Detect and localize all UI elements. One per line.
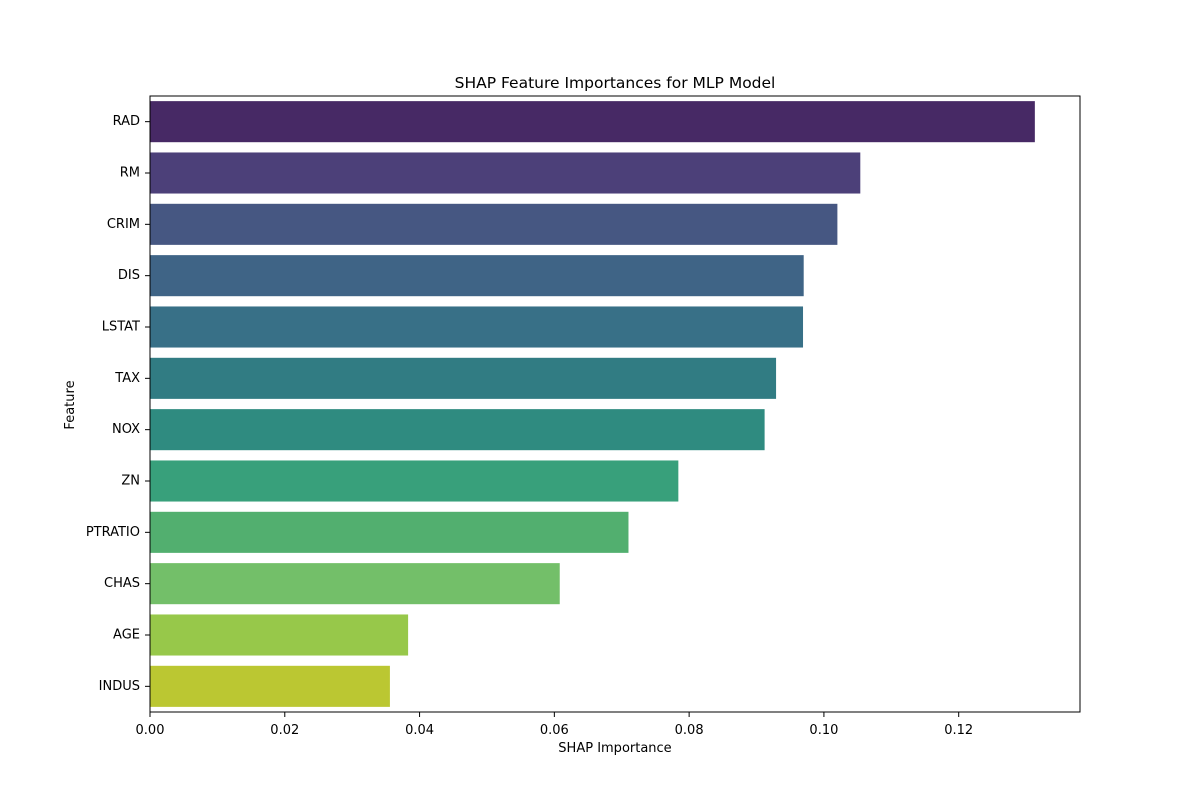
x-axis-ticks: 0.00 0.02 0.04 0.06 0.08 0.10 0.12	[136, 712, 973, 738]
bars-layer	[150, 101, 1035, 707]
x-axis-title: SHAP Importance	[558, 741, 671, 756]
bar-chas	[150, 563, 560, 605]
x-tick-label: 0.08	[675, 723, 704, 738]
y-tick-label: CHAS	[104, 576, 140, 591]
bar-rad	[150, 101, 1035, 143]
x-tick-label: 0.12	[944, 723, 973, 738]
y-tick-label: INDUS	[99, 679, 140, 694]
x-tick-label: 0.00	[136, 723, 165, 738]
y-tick-label: RM	[120, 166, 140, 181]
y-tick-label: NOX	[112, 422, 140, 437]
x-tick-label: 0.06	[540, 723, 569, 738]
y-tick-label: DIS	[118, 268, 140, 283]
x-tick-label: 0.10	[809, 723, 838, 738]
y-tick-label: LSTAT	[102, 320, 140, 335]
bar-tax	[150, 357, 777, 399]
bar-dis	[150, 255, 804, 297]
bar-lstat	[150, 306, 804, 348]
bar-indus	[150, 665, 390, 707]
y-axis-title: Feature	[63, 380, 78, 429]
bar-zn	[150, 460, 679, 502]
y-tick-label: PTRATIO	[86, 525, 140, 540]
chart-title: SHAP Feature Importances for MLP Model	[455, 74, 776, 92]
y-tick-label: TAX	[114, 371, 140, 386]
bar-nox	[150, 409, 765, 451]
bar-age	[150, 614, 409, 656]
bar-rm	[150, 152, 861, 194]
bar-crim	[150, 203, 838, 245]
y-tick-label: CRIM	[107, 217, 140, 232]
y-tick-label: ZN	[121, 474, 140, 489]
bar-ptratio	[150, 511, 629, 553]
x-tick-label: 0.04	[405, 723, 434, 738]
y-tick-label: RAD	[113, 114, 140, 129]
y-tick-label: AGE	[113, 628, 140, 643]
y-axis-ticks: RAD RM CRIM DIS LSTAT TAX NOX ZN PTRATIO CHAS AGE I…	[86, 114, 150, 694]
plot-frame	[149, 95, 1081, 713]
x-tick-label: 0.02	[270, 723, 299, 738]
